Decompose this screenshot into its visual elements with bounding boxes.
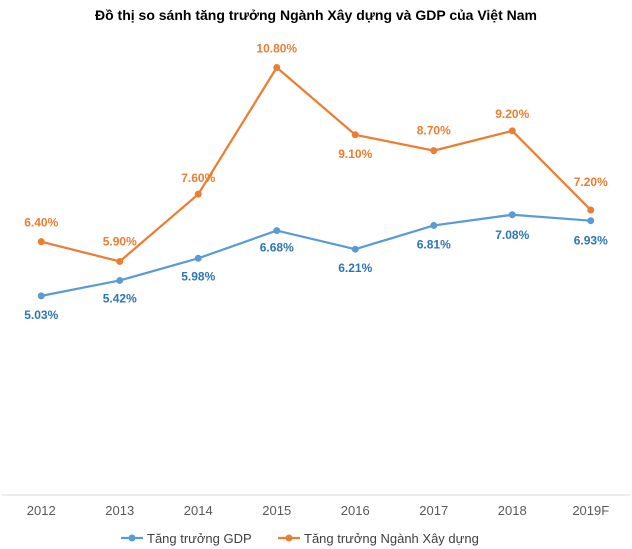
data-point <box>37 292 45 300</box>
data-label: 5.42% <box>103 291 137 305</box>
data-point <box>116 276 124 284</box>
data-label: 5.98% <box>181 269 215 283</box>
data-label: 6.40% <box>24 216 58 230</box>
data-point <box>273 64 281 71</box>
data-point <box>351 245 359 253</box>
data-point <box>430 147 438 155</box>
data-point <box>194 190 202 198</box>
data-point <box>587 206 595 214</box>
series-lines <box>40 66 592 297</box>
legend-label-1: Tăng trưởng Ngành Xây dựng <box>304 531 479 546</box>
x-tick-label: 2018 <box>498 503 527 518</box>
x-tick-label: 2014 <box>184 503 213 518</box>
data-label: 6.68% <box>260 241 294 255</box>
data-label: 5.90% <box>103 234 137 248</box>
legend-label-0: Tăng trưởng GDP <box>147 531 252 546</box>
x-tick-label: 2019F <box>572 503 609 518</box>
x-tick-label: 2013 <box>105 503 134 518</box>
data-point <box>194 254 202 262</box>
data-point <box>116 257 124 265</box>
legend: Tăng trưởng GDP Tăng trưởng Ngành Xây dựn… <box>121 531 479 546</box>
data-label: 7.20% <box>574 175 608 189</box>
data-label: 5.03% <box>24 308 58 322</box>
data-point <box>587 217 595 225</box>
data-labels: 5.03% 5.42% 5.98% 6.68% 6.21% 6.81% 7.08% 6.93%… <box>24 42 608 322</box>
series-line-1 <box>40 66 592 263</box>
axis-group: 2012 2013 2014 2015 2016 2017 2018 2019F <box>2 494 630 518</box>
data-label: 6.21% <box>338 261 372 275</box>
data-point <box>351 131 359 139</box>
series-line-0 <box>41 213 591 297</box>
data-label: 7.08% <box>495 228 529 242</box>
data-label: 9.10% <box>338 147 372 161</box>
legend-marker-0 <box>128 534 136 542</box>
data-label: 6.93% <box>574 234 608 248</box>
data-label: 10.80% <box>256 42 297 56</box>
data-label: 9.20% <box>495 107 529 121</box>
series-points <box>37 64 595 300</box>
data-point <box>273 227 281 235</box>
data-point <box>508 211 516 219</box>
data-point <box>37 238 45 246</box>
x-tick-label: 2012 <box>27 503 56 518</box>
data-label: 8.70% <box>417 124 451 138</box>
legend-marker-1 <box>285 534 293 542</box>
x-tick-label: 2015 <box>262 503 291 518</box>
data-label: 6.81% <box>417 237 451 251</box>
x-tick-label: 2017 <box>419 503 448 518</box>
x-tick-label: 2016 <box>341 503 370 518</box>
chart-title: Đồ thị so sánh tăng trưởng Ngành Xây dựn… <box>94 7 537 23</box>
data-label: 7.60% <box>181 171 215 185</box>
data-point <box>430 221 438 229</box>
data-point <box>508 127 516 135</box>
